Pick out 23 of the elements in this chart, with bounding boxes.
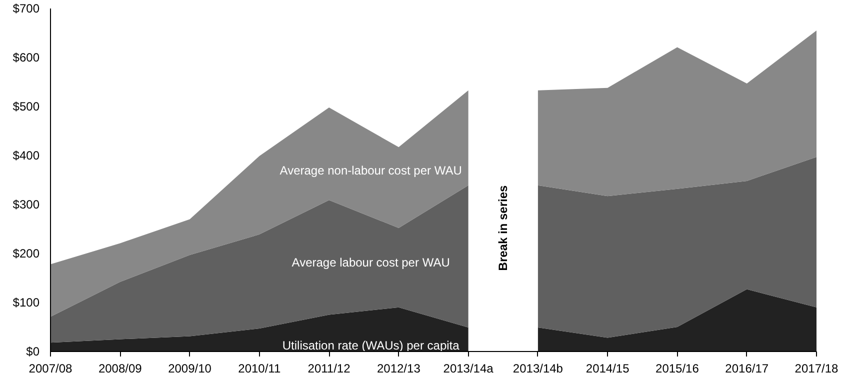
x-tick-label: 2017/18 (794, 362, 839, 376)
annotation: Break in series (496, 185, 510, 271)
y-tick-label: $0 (26, 344, 40, 358)
x-tick-label: 2013/14a (443, 362, 494, 376)
x-tick-label: 2011/12 (308, 362, 351, 376)
x-tick-label: 2009/10 (168, 362, 212, 376)
x-tick-label: 2007/08 (28, 362, 73, 376)
y-tick-label: $700 (12, 2, 40, 16)
x-tick-label: 2008/09 (98, 362, 142, 376)
y-tick-label: $600 (12, 50, 40, 64)
x-tick-label: 2013/14b (512, 362, 564, 376)
y-tick-label: $100 (12, 296, 40, 310)
y-tick-label: $400 (12, 148, 40, 162)
x-tick-label: 2014/15 (586, 362, 630, 376)
x-tick-label: 2015/16 (656, 362, 700, 376)
y-tick-label: $200 (12, 246, 40, 260)
x-tick-label: 2012/13 (376, 362, 421, 376)
y-tick-label: $300 (12, 198, 40, 212)
series-label: Average non-labour cost per WAU (280, 164, 462, 178)
series-label: Average labour cost per WAU (292, 256, 450, 270)
x-tick-label: 2010/11 (238, 362, 281, 376)
y-tick-label: $500 (12, 100, 40, 114)
x-tick-label: 2016/17 (725, 362, 769, 376)
